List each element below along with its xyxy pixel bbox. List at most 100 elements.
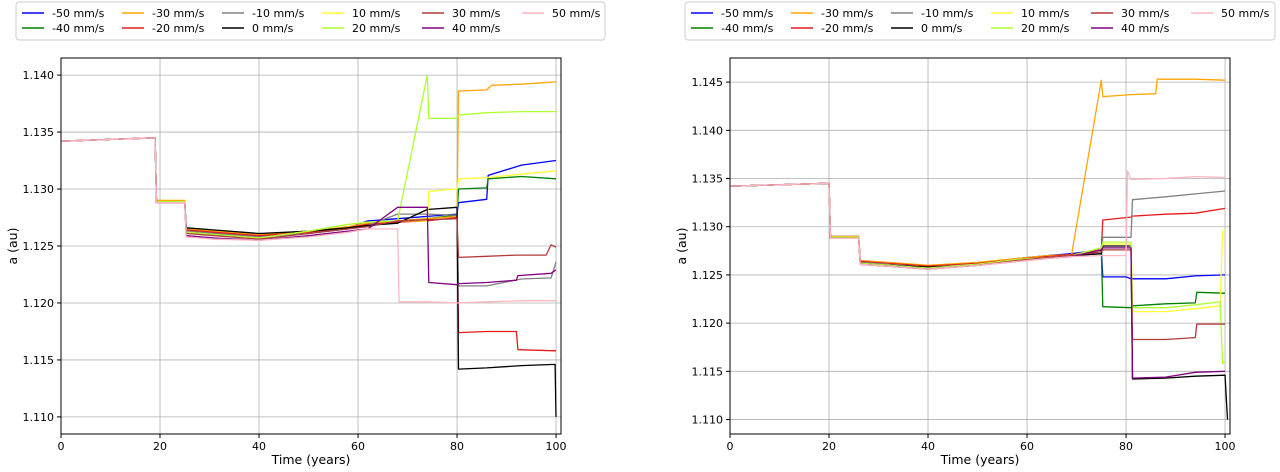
legend-label: -10 mm/s xyxy=(252,7,305,20)
legend-label: 50 mm/s xyxy=(1221,7,1270,20)
series-line-0 xyxy=(61,137,557,237)
series-line-7 xyxy=(61,74,556,239)
legend-label: 10 mm/s xyxy=(352,7,401,20)
legend-label: -50 mm/s xyxy=(52,7,105,20)
chart-panel-left: 0 20 40 60 80 100 1.110 1.115 1.120 1.125 1.130 1.1… xyxy=(5,1,606,467)
legend-label: -40 mm/s xyxy=(721,22,774,35)
x-tick-label: 0 xyxy=(58,440,65,453)
y-tick-label: 1.130 xyxy=(23,183,55,196)
x-tick-label: 20 xyxy=(822,440,836,453)
legend-box xyxy=(15,1,606,41)
legend-item: -30 mm/s xyxy=(791,7,874,20)
y-tick-label: 1.145 xyxy=(692,76,724,89)
series-line-4 xyxy=(730,182,1226,268)
grid xyxy=(60,58,561,434)
ticks: 0 20 40 60 80 100 1.110 1.115 1.120 1.125 1.130 1.1… xyxy=(23,69,567,453)
legend-label: -30 mm/s xyxy=(821,7,874,20)
legend: -50 mm/s -40 mm/s -30 mm/s -20 mm/s -10 mm/s… xyxy=(15,1,606,41)
x-tick-label: 100 xyxy=(546,440,567,453)
legend-item: -40 mm/s xyxy=(691,22,774,35)
y-tick-label: 1.135 xyxy=(23,126,55,139)
ticks: 0 20 40 60 80 100 1.110 1.115 1.120 1.125 1.130 1.1… xyxy=(692,76,1236,453)
legend-item: -10 mm/s xyxy=(222,7,305,20)
x-tick-label: 80 xyxy=(1119,440,1133,453)
series-line-8 xyxy=(61,137,557,259)
legend-label: 30 mm/s xyxy=(452,7,501,20)
x-tick-label: 60 xyxy=(1020,440,1034,453)
series-line-9 xyxy=(61,137,557,286)
series-line-7 xyxy=(730,182,1226,365)
series-line-10 xyxy=(61,137,556,304)
plot-frame xyxy=(729,57,1231,435)
legend-label: 40 mm/s xyxy=(452,22,501,35)
x-axis-label: Time (years) xyxy=(271,452,351,467)
series-line-5 xyxy=(61,137,557,417)
y-axis-label: a (au) xyxy=(5,228,20,265)
series-group xyxy=(730,78,1229,420)
series-line-2 xyxy=(61,81,557,236)
y-tick-label: 1.110 xyxy=(692,414,724,427)
legend-item: 40 mm/s xyxy=(422,22,501,35)
legend-label: -20 mm/s xyxy=(152,22,205,35)
legend-item: -20 mm/s xyxy=(791,22,874,35)
legend-item: 50 mm/s xyxy=(522,7,601,20)
series-line-2 xyxy=(730,78,1226,266)
series-line-1 xyxy=(61,137,557,238)
legend-item: 0 mm/s xyxy=(891,22,963,35)
legend-label: -50 mm/s xyxy=(721,7,774,20)
legend-label: -20 mm/s xyxy=(821,22,874,35)
x-tick-label: 80 xyxy=(450,440,464,453)
legend-item: 40 mm/s xyxy=(1091,22,1170,35)
x-tick-label: 0 xyxy=(727,440,734,453)
legend-item: 20 mm/s xyxy=(991,22,1070,35)
legend-item: -10 mm/s xyxy=(891,7,974,20)
legend-label: -10 mm/s xyxy=(921,7,974,20)
y-tick-label: 1.110 xyxy=(23,411,55,424)
legend-label: 30 mm/s xyxy=(1121,7,1170,20)
series-line-6 xyxy=(730,182,1226,313)
legend-item: 50 mm/s xyxy=(1191,7,1270,20)
legend-label: 20 mm/s xyxy=(1021,22,1070,35)
legend-label: 0 mm/s xyxy=(921,22,963,35)
legend-label: -40 mm/s xyxy=(52,22,105,35)
legend-label: -30 mm/s xyxy=(152,7,205,20)
y-tick-label: 1.140 xyxy=(23,69,55,82)
legend-box xyxy=(684,1,1276,41)
legend-item: 30 mm/s xyxy=(1091,7,1170,20)
x-axis-label: Time (years) xyxy=(940,452,1020,467)
series-group xyxy=(61,74,557,417)
legend-item: -50 mm/s xyxy=(22,7,105,20)
legend-label: 10 mm/s xyxy=(1021,7,1070,20)
legend-item: -40 mm/s xyxy=(22,22,105,35)
legend-item: 10 mm/s xyxy=(991,7,1070,20)
legend-item: 20 mm/s xyxy=(322,22,401,35)
legend-label: 50 mm/s xyxy=(552,7,601,20)
legend-label: 0 mm/s xyxy=(252,22,294,35)
line-chart-left: 0 20 40 60 80 100 1.110 1.115 1.120 1.125 1.130 1.1… xyxy=(5,1,606,467)
y-tick-label: 1.115 xyxy=(692,365,724,378)
series-line-10 xyxy=(730,170,1226,270)
line-chart-right: 0 20 40 60 80 100 1.110 1.115 1.120 1.125 1.130 1.1… xyxy=(674,1,1276,467)
y-tick-label: 1.120 xyxy=(23,297,55,310)
series-line-1 xyxy=(730,182,1226,309)
series-line-3 xyxy=(61,137,557,352)
legend-item: -20 mm/s xyxy=(122,22,205,35)
y-tick-label: 1.135 xyxy=(692,173,724,186)
y-tick-label: 1.125 xyxy=(692,269,724,282)
series-line-3 xyxy=(730,182,1226,267)
y-tick-label: 1.140 xyxy=(692,124,724,137)
y-tick-label: 1.120 xyxy=(692,317,724,330)
series-line-8 xyxy=(730,182,1225,341)
legend: -50 mm/s -40 mm/s -30 mm/s -20 mm/s -10 mm/s… xyxy=(684,1,1276,41)
y-tick-label: 1.115 xyxy=(23,354,55,367)
y-tick-label: 1.125 xyxy=(23,240,55,253)
x-tick-label: 40 xyxy=(252,440,266,453)
legend-item: 10 mm/s xyxy=(322,7,401,20)
chart-panel-right: 0 20 40 60 80 100 1.110 1.115 1.120 1.125 1.130 1.1… xyxy=(640,0,1280,472)
legend-item: 30 mm/s xyxy=(422,7,501,20)
legend-label: 40 mm/s xyxy=(1121,22,1170,35)
y-tick-label: 1.130 xyxy=(692,221,724,234)
legend-item: -30 mm/s xyxy=(122,7,205,20)
series-line-5 xyxy=(730,182,1229,420)
